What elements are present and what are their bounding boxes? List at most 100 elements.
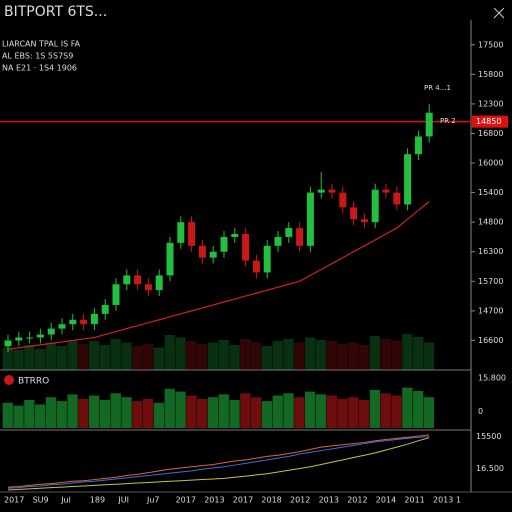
- volume-bar: [326, 395, 337, 428]
- candle-body: [296, 228, 304, 246]
- volume-bar: [197, 398, 208, 428]
- candle-body: [36, 334, 44, 338]
- legend-icon: [4, 375, 14, 385]
- volume-bar: [121, 397, 132, 428]
- candle-body: [166, 242, 174, 276]
- volume-bar: [391, 395, 402, 428]
- y-tick-label: 16300: [478, 247, 503, 256]
- volume-bar: [423, 397, 435, 428]
- volume-bar: [229, 400, 240, 428]
- legend-label: BTRRO: [18, 377, 49, 387]
- volume-overlay: [99, 345, 111, 370]
- candle-body: [231, 234, 239, 237]
- volume-overlay: [67, 340, 78, 370]
- candle-body: [263, 245, 271, 273]
- volume-bar: [380, 393, 391, 428]
- candle-body: [80, 319, 88, 325]
- x-tick-label: 2012: [347, 496, 367, 505]
- volume-overlay: [337, 344, 348, 370]
- volume-bar: [315, 394, 327, 428]
- volume-overlay: [121, 342, 132, 370]
- candle-body: [47, 328, 55, 335]
- volume-bar: [369, 389, 381, 428]
- volume-bar: [132, 401, 143, 428]
- candle-body: [339, 192, 347, 208]
- y-tick-label: 15500: [476, 432, 501, 441]
- annotation: PR 4...1: [424, 84, 451, 92]
- candle-body: [220, 236, 228, 252]
- volume-overlay: [207, 342, 219, 370]
- candle-body: [4, 340, 12, 347]
- volume-overlay: [251, 342, 262, 370]
- volume-overlay: [380, 339, 391, 370]
- close-button[interactable]: [493, 7, 505, 19]
- candle-body: [414, 136, 422, 155]
- volume-overlay: [24, 345, 35, 370]
- y-tick-label: 15400: [478, 188, 503, 197]
- volume-overlay: [359, 345, 370, 370]
- volume-bar: [218, 394, 229, 428]
- x-tick-label: 2017: [176, 496, 196, 505]
- volume-bar: [99, 400, 111, 428]
- info-line: NA E21 · 1S4 1906: [2, 64, 77, 73]
- volume-bar: [348, 397, 359, 428]
- volume-bar: [110, 393, 121, 428]
- volume-overlay: [240, 339, 251, 370]
- volume-overlay: [229, 345, 240, 370]
- volume-bar: [13, 405, 24, 428]
- volume-overlay: [402, 334, 413, 370]
- x-tick-label: 2018: [261, 496, 281, 505]
- price-tag-label: 14850: [476, 117, 501, 126]
- volume-bar: [240, 393, 251, 428]
- candle-body: [317, 189, 325, 193]
- volume-overlay: [315, 340, 327, 370]
- volume-overlay: [35, 349, 46, 370]
- x-tick-label: Ju7: [146, 496, 160, 505]
- candle-body: [328, 189, 336, 193]
- x-tick-label: 2017: [233, 496, 253, 505]
- candle-body: [155, 275, 163, 291]
- candle-body: [425, 112, 433, 137]
- candle-body: [382, 189, 390, 193]
- candle-body: [274, 236, 282, 246]
- candle-body: [134, 275, 142, 285]
- candle-body: [144, 284, 152, 291]
- price-tag: [472, 115, 508, 128]
- x-tick-label: 2012: [290, 496, 310, 505]
- info-line: AL EBS: 1S 5S7S9: [2, 52, 73, 61]
- volume-overlay: [197, 344, 208, 370]
- volume-overlay: [13, 350, 24, 370]
- x-tick-label: 2013: [319, 496, 339, 505]
- volume-bar: [89, 395, 100, 428]
- volume-overlay: [132, 346, 143, 370]
- x-tick-label: Jul: [60, 496, 71, 505]
- volume-overlay: [186, 341, 197, 370]
- candle-body: [209, 251, 217, 258]
- candle-body: [58, 324, 66, 329]
- x-tick-label: 2017: [4, 496, 24, 505]
- x-tick-label: 189: [90, 496, 105, 505]
- volume-bar: [207, 397, 219, 428]
- y-tick-label: 0: [478, 407, 483, 416]
- x-tick-label: 2013: [204, 496, 224, 505]
- volume-overlay: [164, 335, 175, 370]
- volume-bar: [24, 400, 35, 428]
- volume-overlay: [305, 337, 316, 370]
- y-tick-label: 16800: [478, 129, 503, 138]
- volume-bar: [56, 401, 67, 428]
- y-tick-label: 14800: [478, 218, 503, 227]
- volume-overlay: [391, 341, 402, 370]
- volume-overlay: [45, 342, 57, 370]
- candle-body: [26, 337, 34, 339]
- candle-body: [393, 192, 401, 205]
- candle-body: [15, 337, 23, 341]
- indicator-line: [7, 437, 430, 491]
- candle-body: [371, 189, 379, 223]
- volume-overlay: [283, 339, 294, 370]
- chart-title: BITPORT 6TS...: [4, 4, 107, 20]
- moving-average: [7, 201, 430, 350]
- volume-bar: [164, 388, 175, 428]
- volume-bar: [251, 397, 262, 428]
